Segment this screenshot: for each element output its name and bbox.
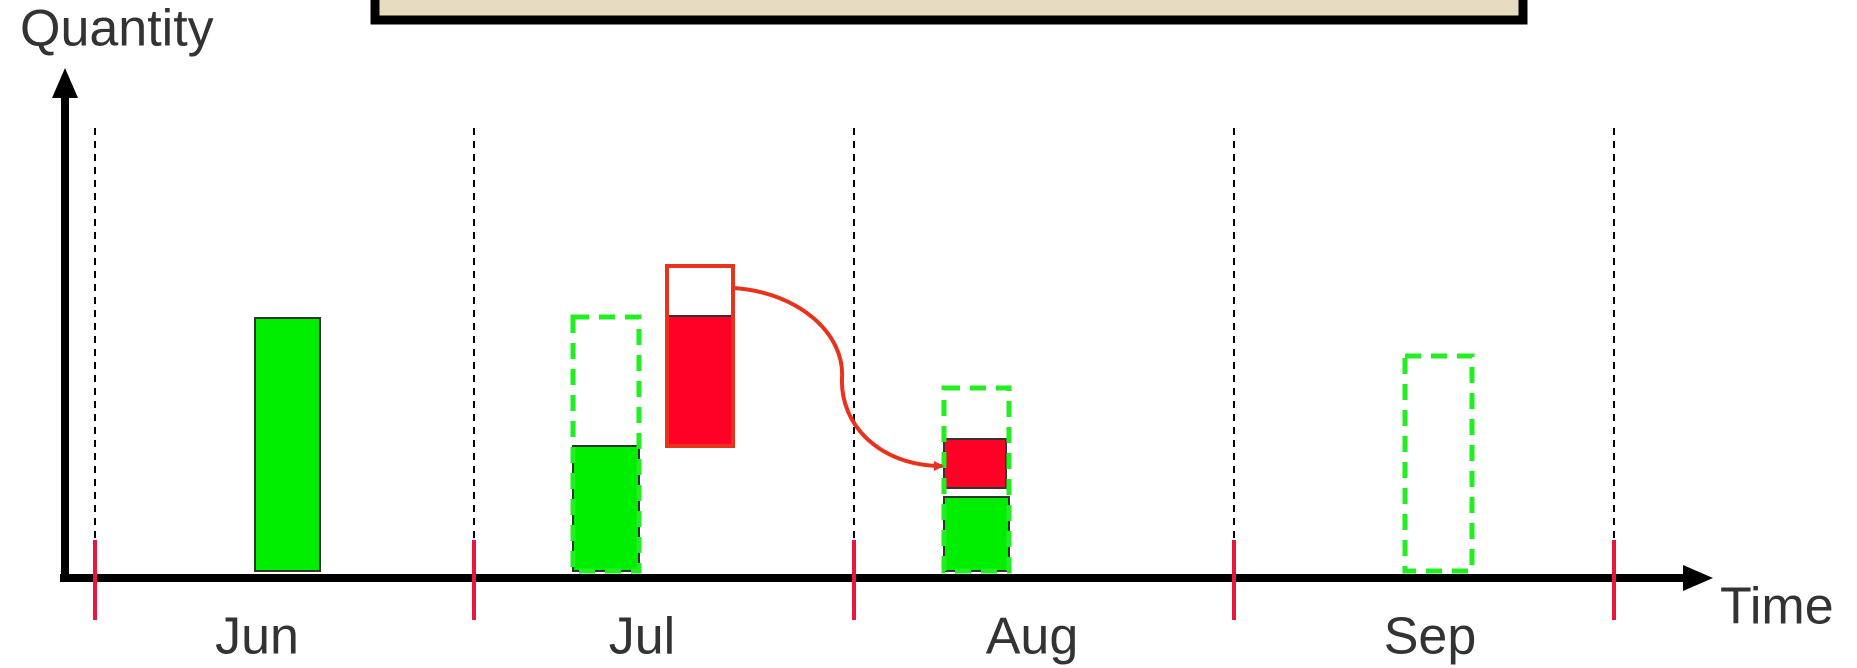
x-axis-label: Time	[1720, 578, 1834, 636]
period-label: Sep	[1384, 608, 1477, 666]
period-ticks	[93, 540, 1616, 620]
bar	[943, 496, 1010, 572]
planned-bar	[570, 314, 642, 574]
period-label: Jun	[215, 608, 299, 666]
bar	[572, 445, 640, 572]
bars	[254, 264, 1475, 574]
shortfall-outline	[665, 264, 735, 448]
shortfall-bar	[666, 315, 734, 447]
period-dividers	[94, 128, 1615, 578]
bar	[254, 317, 321, 572]
period-label: Jul	[609, 608, 675, 666]
planned-bar	[1402, 353, 1475, 574]
carried-bar	[943, 438, 1007, 489]
banner	[370, 0, 1528, 25]
carry-arrow	[732, 286, 944, 471]
period-label: Aug	[986, 608, 1079, 666]
y-axis-label: Quantity	[20, 0, 214, 58]
planned-bar	[941, 385, 1012, 574]
axes	[52, 68, 1713, 591]
